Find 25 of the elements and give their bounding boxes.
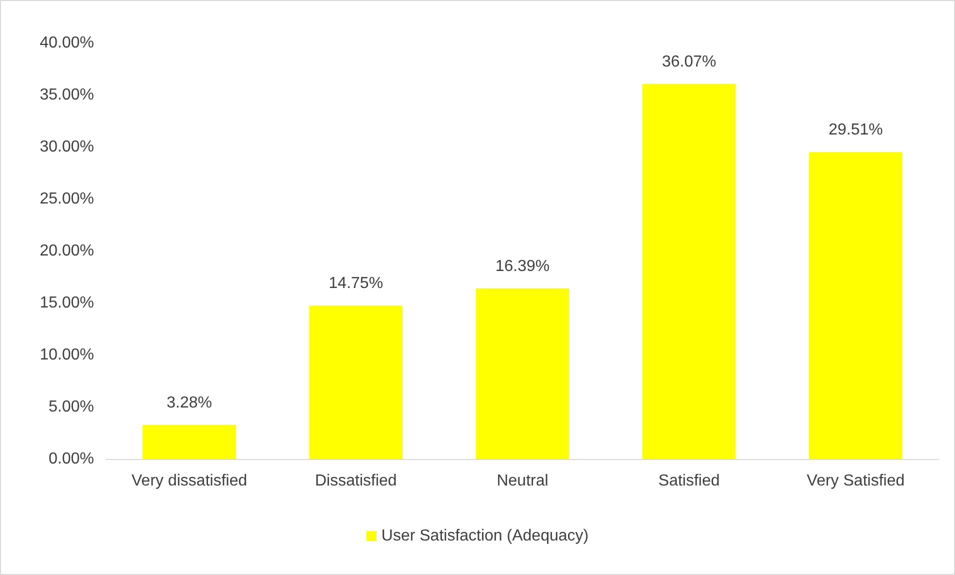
y-tick-label: 40.00%	[40, 34, 94, 52]
data-label: 36.07%	[662, 53, 716, 70]
y-tick-label: 25.00%	[40, 190, 94, 208]
bar	[476, 288, 570, 459]
legend-label: User Satisfaction (Adequacy)	[381, 528, 589, 544]
bar	[642, 84, 736, 459]
y-tick-label: 20.00%	[40, 242, 94, 260]
x-tick-label: Very Satisfied	[806, 472, 905, 490]
x-tick-label: Dissatisfied	[314, 472, 397, 490]
data-label: 3.28%	[166, 394, 212, 412]
y-tick-label: 10.00%	[40, 346, 94, 364]
bar	[142, 424, 236, 459]
bar	[809, 152, 902, 459]
y-tick-label: 35.00%	[40, 86, 94, 104]
y-tick-label: 0.00%	[48, 450, 94, 468]
x-tick-label: Satisfied	[658, 472, 720, 490]
data-label: 14.75%	[328, 275, 384, 292]
y-tick-label: 5.00%	[48, 398, 94, 416]
data-label: 29.51%	[828, 122, 883, 139]
data-label: 16.39%	[495, 258, 550, 276]
bar	[309, 306, 403, 459]
x-tick-label: Neutral	[496, 472, 548, 490]
y-tick-label: 15.00%	[40, 294, 94, 312]
y-tick-label: 30.00%	[40, 138, 94, 156]
x-tick-label: Very dissatisfied	[131, 472, 248, 490]
